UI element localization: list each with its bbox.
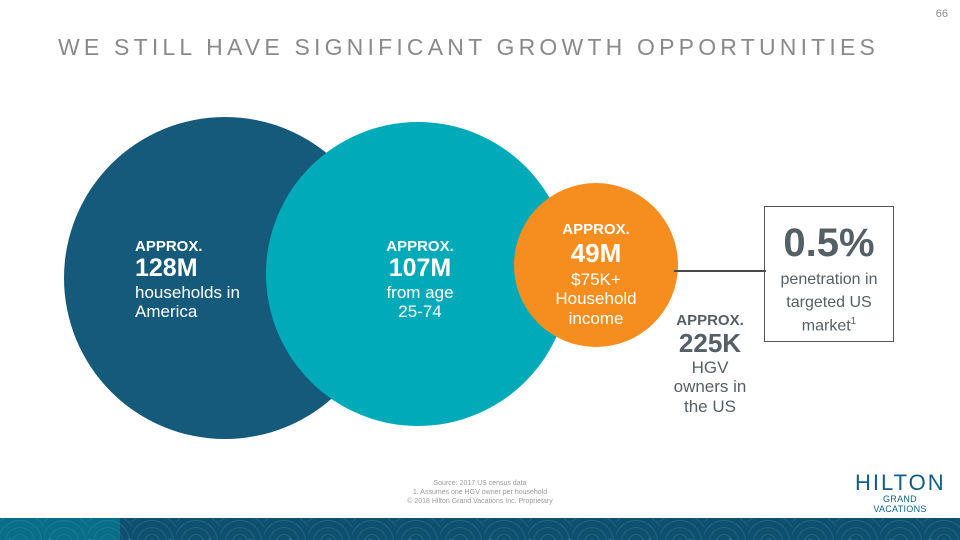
footnote-1: 1. Assumes one HGV owner per household bbox=[412, 488, 548, 496]
stat-value: 128M bbox=[135, 254, 198, 282]
stat-description-line: America bbox=[135, 302, 198, 322]
source-note: Source: 2017 US census data bbox=[433, 480, 527, 487]
stat-description-line: Household bbox=[555, 289, 637, 309]
penetration-value: 0.5% bbox=[783, 221, 875, 265]
stat-description-line: 25-74 bbox=[398, 302, 442, 322]
stat-description-line: HGV bbox=[691, 357, 729, 377]
approx-label: APPROX. bbox=[135, 238, 203, 255]
penetration-description-line: market1 bbox=[765, 316, 893, 336]
connector-line bbox=[674, 270, 766, 272]
stat-description-line: income bbox=[568, 308, 624, 328]
copyright-note: © 2018 Hilton Grand Vacations Inc. Propr… bbox=[407, 497, 553, 505]
penetration-market-label: market bbox=[801, 317, 851, 335]
stat-description-line: from age bbox=[386, 282, 454, 302]
stat-description-line: $75K+ bbox=[571, 269, 621, 289]
age-25-74-stat: APPROX. 107M from age 25-74 bbox=[340, 238, 500, 322]
households-america-stat: APPROX. 128M households in America bbox=[135, 238, 335, 322]
stat-value: 225K bbox=[678, 328, 742, 358]
footnote-marker: 1 bbox=[850, 316, 857, 328]
stat-description-line: the US bbox=[684, 396, 736, 416]
page-number: 66 bbox=[935, 8, 948, 20]
logo-main-text: HILTON bbox=[855, 470, 946, 495]
stat-description-line: households in bbox=[135, 282, 240, 302]
logo-sub-text: GRAND VACATIONS bbox=[873, 494, 927, 514]
stat-value: 49M bbox=[570, 238, 622, 268]
penetration-description-line: penetration in bbox=[780, 271, 878, 288]
household-income-stat: APPROX. 49M $75K+ Household income bbox=[514, 221, 678, 328]
stat-description-line: owners in bbox=[673, 377, 747, 397]
stat-value: 107M bbox=[388, 254, 452, 282]
hgv-owners-stat: APPROX. 225K HGV owners in the US bbox=[650, 312, 770, 416]
approx-label: APPROX. bbox=[676, 312, 744, 329]
approx-label: APPROX. bbox=[562, 221, 630, 238]
footnotes: Source: 2017 US census data 1. Assumes o… bbox=[380, 480, 580, 506]
hilton-grand-vacations-logo: HILTON GRAND VACATIONS bbox=[855, 470, 945, 514]
approx-label: APPROX. bbox=[386, 238, 454, 255]
slide-title: WE STILL HAVE SIGNIFICANT GROWTH OPPORTU… bbox=[58, 34, 880, 60]
household-income-circle bbox=[514, 183, 678, 347]
penetration-box: 0.5% penetration in targeted US market1 bbox=[764, 206, 894, 342]
decorative-wave-band bbox=[0, 518, 960, 540]
penetration-description-line: targeted US bbox=[786, 294, 872, 312]
